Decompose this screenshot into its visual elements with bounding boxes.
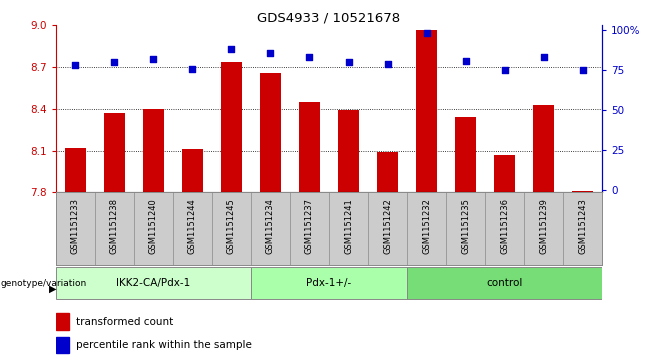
Point bbox=[188, 66, 198, 72]
Bar bbox=[64, 148, 86, 192]
Text: GSM1151239: GSM1151239 bbox=[539, 198, 548, 254]
Point bbox=[538, 54, 549, 60]
Bar bbox=[338, 110, 359, 192]
Bar bbox=[299, 102, 320, 192]
Point bbox=[304, 54, 315, 60]
Text: percentile rank within the sample: percentile rank within the sample bbox=[76, 340, 251, 350]
Point bbox=[499, 67, 510, 73]
Text: GSM1151241: GSM1151241 bbox=[344, 198, 353, 254]
Title: GDS4933 / 10521678: GDS4933 / 10521678 bbox=[257, 11, 401, 24]
Text: transformed count: transformed count bbox=[76, 317, 173, 327]
Text: GSM1151235: GSM1151235 bbox=[461, 198, 470, 254]
FancyBboxPatch shape bbox=[251, 267, 407, 299]
Point bbox=[265, 50, 276, 56]
Point bbox=[109, 59, 120, 65]
Bar bbox=[182, 149, 203, 192]
Bar bbox=[260, 73, 281, 192]
FancyBboxPatch shape bbox=[407, 267, 602, 299]
Point bbox=[70, 62, 81, 68]
Bar bbox=[220, 62, 242, 192]
Bar bbox=[533, 105, 554, 192]
Point bbox=[461, 58, 471, 64]
Bar bbox=[104, 113, 125, 192]
Point bbox=[343, 59, 354, 65]
Point bbox=[577, 67, 588, 73]
Text: GSM1151238: GSM1151238 bbox=[110, 198, 119, 254]
Bar bbox=[56, 337, 69, 354]
Text: Pdx-1+/-: Pdx-1+/- bbox=[307, 278, 351, 288]
Text: GSM1151242: GSM1151242 bbox=[383, 198, 392, 254]
Text: GSM1151244: GSM1151244 bbox=[188, 198, 197, 254]
Text: GSM1151237: GSM1151237 bbox=[305, 198, 314, 254]
Bar bbox=[377, 152, 398, 192]
Bar bbox=[143, 109, 164, 192]
Point bbox=[421, 30, 432, 36]
Bar bbox=[416, 29, 438, 192]
Text: GSM1151245: GSM1151245 bbox=[227, 198, 236, 254]
Point bbox=[226, 46, 237, 52]
Bar bbox=[56, 313, 69, 330]
Text: GSM1151236: GSM1151236 bbox=[500, 198, 509, 254]
Text: GSM1151233: GSM1151233 bbox=[71, 198, 80, 254]
Text: control: control bbox=[486, 278, 522, 288]
Text: genotype/variation: genotype/variation bbox=[1, 279, 87, 287]
Point bbox=[382, 61, 393, 67]
Bar bbox=[455, 117, 476, 192]
FancyBboxPatch shape bbox=[56, 267, 251, 299]
Text: GSM1151240: GSM1151240 bbox=[149, 198, 158, 254]
Text: GSM1151232: GSM1151232 bbox=[422, 198, 431, 254]
Bar bbox=[494, 155, 515, 192]
Text: ▶: ▶ bbox=[49, 284, 57, 294]
Text: IKK2-CA/Pdx-1: IKK2-CA/Pdx-1 bbox=[116, 278, 191, 288]
Text: GSM1151243: GSM1151243 bbox=[578, 198, 587, 254]
Text: GSM1151234: GSM1151234 bbox=[266, 198, 275, 254]
Bar bbox=[572, 191, 594, 192]
Point bbox=[148, 56, 159, 62]
